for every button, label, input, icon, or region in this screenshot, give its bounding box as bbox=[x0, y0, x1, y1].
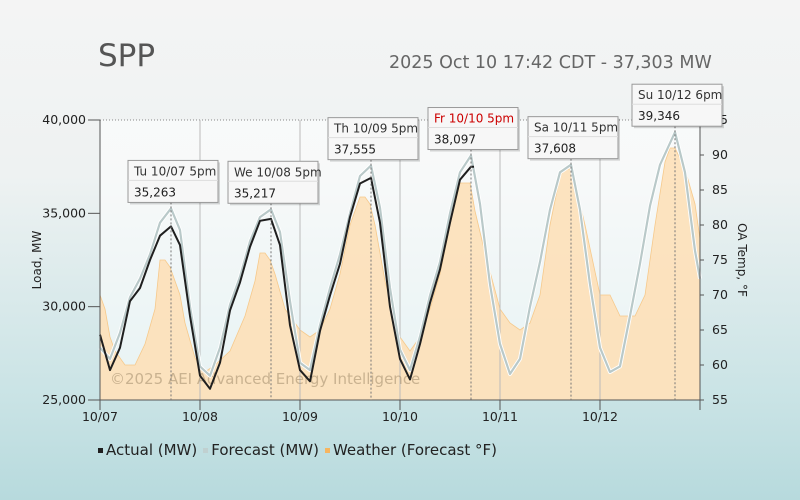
x-tick-label: 10/10 bbox=[382, 409, 418, 424]
callout-label: Th 10/09 5pm bbox=[333, 122, 418, 136]
legend-swatch-forecast bbox=[203, 447, 209, 453]
callout-bg bbox=[327, 117, 419, 161]
legend-swatch-actual bbox=[98, 447, 103, 453]
callout-bg bbox=[227, 160, 319, 204]
x-tick-label: 10/08 bbox=[182, 409, 218, 424]
x-tick-label: 10/07 bbox=[82, 409, 118, 424]
callout-box[interactable]: We 10/08 5pm 35,217 bbox=[227, 160, 322, 206]
y-axis-title: Load, MW bbox=[30, 231, 44, 290]
callout-label: Su 10/12 6pm bbox=[638, 88, 722, 102]
callout-bg bbox=[427, 107, 519, 151]
callout-value: 35,263 bbox=[134, 185, 176, 199]
x-tick-label: 10/09 bbox=[282, 409, 318, 424]
x-tick-label: 10/12 bbox=[582, 409, 618, 424]
callout-label: Tu 10/07 5pm bbox=[133, 164, 216, 178]
callout-box[interactable]: Th 10/09 5pm 37,555 bbox=[327, 117, 420, 162]
chart-legend: Actual (MW) Forecast (MW) Weather (Forec… bbox=[98, 441, 497, 459]
callout-value: 35,217 bbox=[234, 186, 276, 200]
x-tick-label: 10/11 bbox=[482, 409, 518, 424]
legend-label-forecast: Forecast (MW) bbox=[211, 441, 319, 459]
y-tick-label: 30,000 bbox=[42, 299, 86, 314]
y2-tick-label: 60 bbox=[712, 357, 728, 372]
y-tick-label: 40,000 bbox=[42, 112, 86, 127]
callout-bg bbox=[527, 116, 619, 160]
callout-box[interactable]: Tu 10/07 5pm 35,263 bbox=[127, 159, 220, 205]
watermark: ©2025 AEI Advanced Energy Intelligence bbox=[110, 370, 420, 388]
callout-value: 38,097 bbox=[434, 133, 476, 147]
y2-tick-label: 90 bbox=[712, 147, 728, 162]
legend-item-actual[interactable]: Actual (MW) bbox=[98, 441, 197, 459]
callout-bg bbox=[127, 159, 219, 203]
callout-value: 37,608 bbox=[534, 142, 576, 156]
y2-axis-title: OA Temp, °F bbox=[735, 223, 749, 297]
y2-tick-label: 55 bbox=[712, 392, 728, 407]
y2-tick-label: 75 bbox=[712, 252, 728, 267]
legend-item-forecast[interactable]: Forecast (MW) bbox=[203, 441, 319, 459]
callout-bg bbox=[631, 83, 723, 127]
callout-label: Fr 10/10 5pm bbox=[434, 112, 514, 126]
legend-swatch-weather bbox=[324, 447, 330, 453]
forecast-line bbox=[99, 131, 702, 377]
legend-item-weather[interactable]: Weather (Forecast °F) bbox=[324, 441, 497, 459]
callout-label: We 10/08 5pm bbox=[234, 165, 322, 179]
y-tick-label: 25,000 bbox=[42, 392, 86, 407]
callout-box[interactable]: Sa 10/11 5pm 37,608 bbox=[527, 116, 620, 161]
y2-tick-label: 80 bbox=[712, 217, 728, 232]
chart-subtitle: 2025 Oct 10 17:42 CDT - 37,303 MW bbox=[389, 53, 712, 73]
actual-line bbox=[99, 165, 474, 390]
callout-value: 37,555 bbox=[334, 143, 376, 157]
callout-value: 39,346 bbox=[638, 109, 680, 123]
legend-label-actual: Actual (MW) bbox=[106, 441, 198, 459]
y2-tick-label: 65 bbox=[712, 322, 728, 337]
chart-title: SPP bbox=[98, 38, 156, 74]
y2-tick-label: 70 bbox=[712, 287, 728, 302]
callout-box[interactable]: Su 10/12 6pm 39,346 bbox=[631, 83, 724, 129]
callout-box[interactable]: Fr 10/10 5pm 38,097 bbox=[427, 107, 520, 152]
legend-label-weather: Weather (Forecast °F) bbox=[332, 441, 497, 459]
weather-area bbox=[99, 147, 701, 401]
callout-label: Sa 10/11 5pm bbox=[534, 121, 618, 135]
y2-tick-label: 85 bbox=[712, 182, 728, 197]
y-tick-label: 35,000 bbox=[42, 205, 86, 220]
